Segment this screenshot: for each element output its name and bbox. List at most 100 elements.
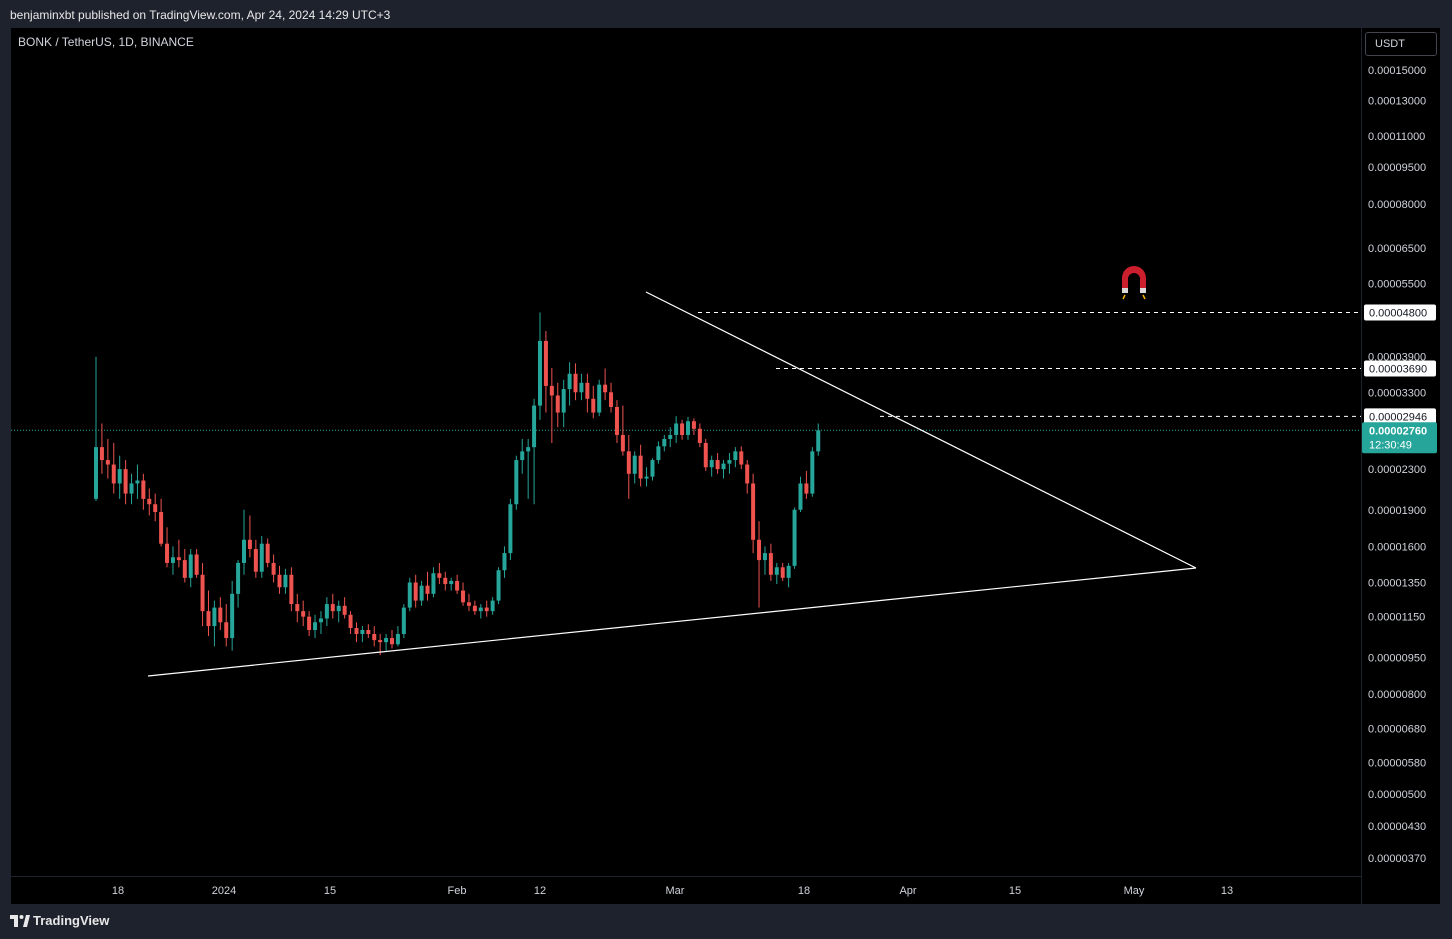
candle-body	[153, 504, 158, 513]
candle-body	[395, 633, 400, 645]
candle-body	[567, 373, 572, 390]
candle-body	[591, 398, 596, 413]
level-label-text: 0.00004800	[1369, 308, 1427, 320]
time-axis[interactable]	[11, 877, 1361, 904]
candle-body	[472, 605, 477, 612]
price-tick-label: 0.00000950	[1368, 652, 1426, 664]
candle-body	[348, 614, 353, 629]
price-tick-label: 0.00013000	[1368, 95, 1426, 107]
time-tick-label: Apr	[899, 885, 916, 897]
candle-body	[224, 622, 229, 639]
candle-body	[99, 447, 104, 461]
price-ticks: 0.00015000 0.00013000 0.00011000 0.00009500…	[1368, 65, 1426, 865]
candle-body	[419, 585, 424, 601]
price-tick-label: 0.00001350	[1368, 578, 1426, 590]
time-tick-label: Feb	[448, 885, 467, 897]
level-labels: 0.00004800 0.00003690 0.00002946	[1364, 304, 1436, 425]
chart-pane[interactable]	[11, 28, 1361, 876]
price-tick-label: 0.00001150	[1368, 612, 1425, 624]
candle-body	[691, 421, 696, 429]
level-label-box	[1364, 360, 1436, 377]
currency-button[interactable]: USDT	[1365, 32, 1437, 56]
candle-body	[816, 430, 821, 452]
price-tick-label: 0.00001900	[1368, 505, 1426, 517]
candle-body	[378, 640, 383, 643]
candle-body	[762, 553, 767, 561]
candle-body	[330, 604, 335, 612]
level-label-box	[1364, 304, 1436, 321]
price-tick-label: 0.00001600	[1368, 541, 1426, 553]
candle-body	[810, 451, 815, 494]
candle-body	[165, 543, 170, 563]
candle-body	[324, 604, 329, 619]
price-axis[interactable]	[1362, 28, 1440, 904]
time-tick-label: 15	[324, 885, 336, 897]
candle-body	[650, 460, 655, 477]
support-trendline	[147, 567, 1197, 677]
candle-body	[561, 389, 566, 413]
candle-body	[674, 423, 679, 435]
level-label-text: 0.00003690	[1369, 363, 1427, 375]
candle-body	[466, 602, 471, 606]
candle-body	[520, 451, 525, 461]
candle-body	[496, 570, 501, 601]
price-tick-label: 0.00009500	[1368, 162, 1426, 174]
level-label-box	[1364, 408, 1436, 425]
candle-body	[247, 539, 252, 550]
candle-body	[129, 483, 134, 494]
candle-body	[532, 405, 537, 448]
candle-body	[259, 543, 264, 572]
candle-body	[780, 567, 785, 578]
time-tick-label: Mar	[666, 885, 685, 897]
time-tick-label: 12	[534, 885, 546, 897]
candle-countdown: 12:30:49	[1369, 439, 1412, 451]
candle-body	[644, 476, 649, 479]
current-price-label: 0.00002760 12:30:49	[1362, 422, 1437, 454]
price-tick-label: 0.00000680	[1368, 723, 1426, 735]
candle-body	[638, 455, 643, 479]
price-tick-label: 0.00000370	[1368, 853, 1426, 865]
candle-body	[283, 574, 288, 588]
candle-body	[176, 557, 181, 561]
candle-body	[313, 622, 318, 631]
candle-body	[425, 585, 430, 594]
footer	[0, 904, 1452, 939]
candle-body	[443, 577, 448, 585]
candle-body	[733, 451, 738, 461]
tradingview-brand[interactable]: TradingView	[33, 913, 110, 928]
candle-body	[555, 395, 560, 413]
price-tick-label: 0.00015000	[1368, 65, 1426, 77]
time-tick-label: 18	[112, 885, 124, 897]
time-ticks: 18 2024 15 Feb 12 Mar 18 Apr 15 May 13	[112, 885, 1233, 897]
candle-body	[301, 611, 306, 617]
candle-body	[745, 464, 750, 484]
symbol-title[interactable]: BONK / TetherUS, 1D, BINANCE	[18, 35, 194, 49]
candle-body	[490, 600, 495, 612]
candle-body	[543, 340, 548, 386]
candle-body	[786, 565, 791, 578]
candle-body	[188, 554, 193, 578]
candle-body	[94, 447, 98, 499]
candle-body	[372, 633, 377, 641]
price-tick-label: 0.00008000	[1368, 199, 1426, 211]
time-tick-label: 2024	[212, 885, 236, 897]
candle-body	[632, 455, 637, 474]
candle-body	[792, 509, 797, 566]
candle-body	[727, 460, 732, 464]
candle-body	[342, 605, 347, 615]
candle-body	[804, 483, 809, 494]
candle-body	[461, 590, 466, 603]
candle-body	[798, 483, 803, 510]
candle-body	[194, 554, 199, 575]
tradingview-logo-icon	[10, 915, 30, 927]
time-tick-label: 15	[1009, 885, 1021, 897]
candle-body	[384, 638, 389, 643]
candle-body	[626, 451, 631, 474]
candle-body	[111, 464, 116, 484]
candle-body	[105, 460, 110, 465]
candle-body	[579, 382, 584, 393]
candle-body	[401, 607, 406, 634]
resistance-trendline	[645, 291, 1197, 569]
candle-body	[147, 498, 152, 505]
